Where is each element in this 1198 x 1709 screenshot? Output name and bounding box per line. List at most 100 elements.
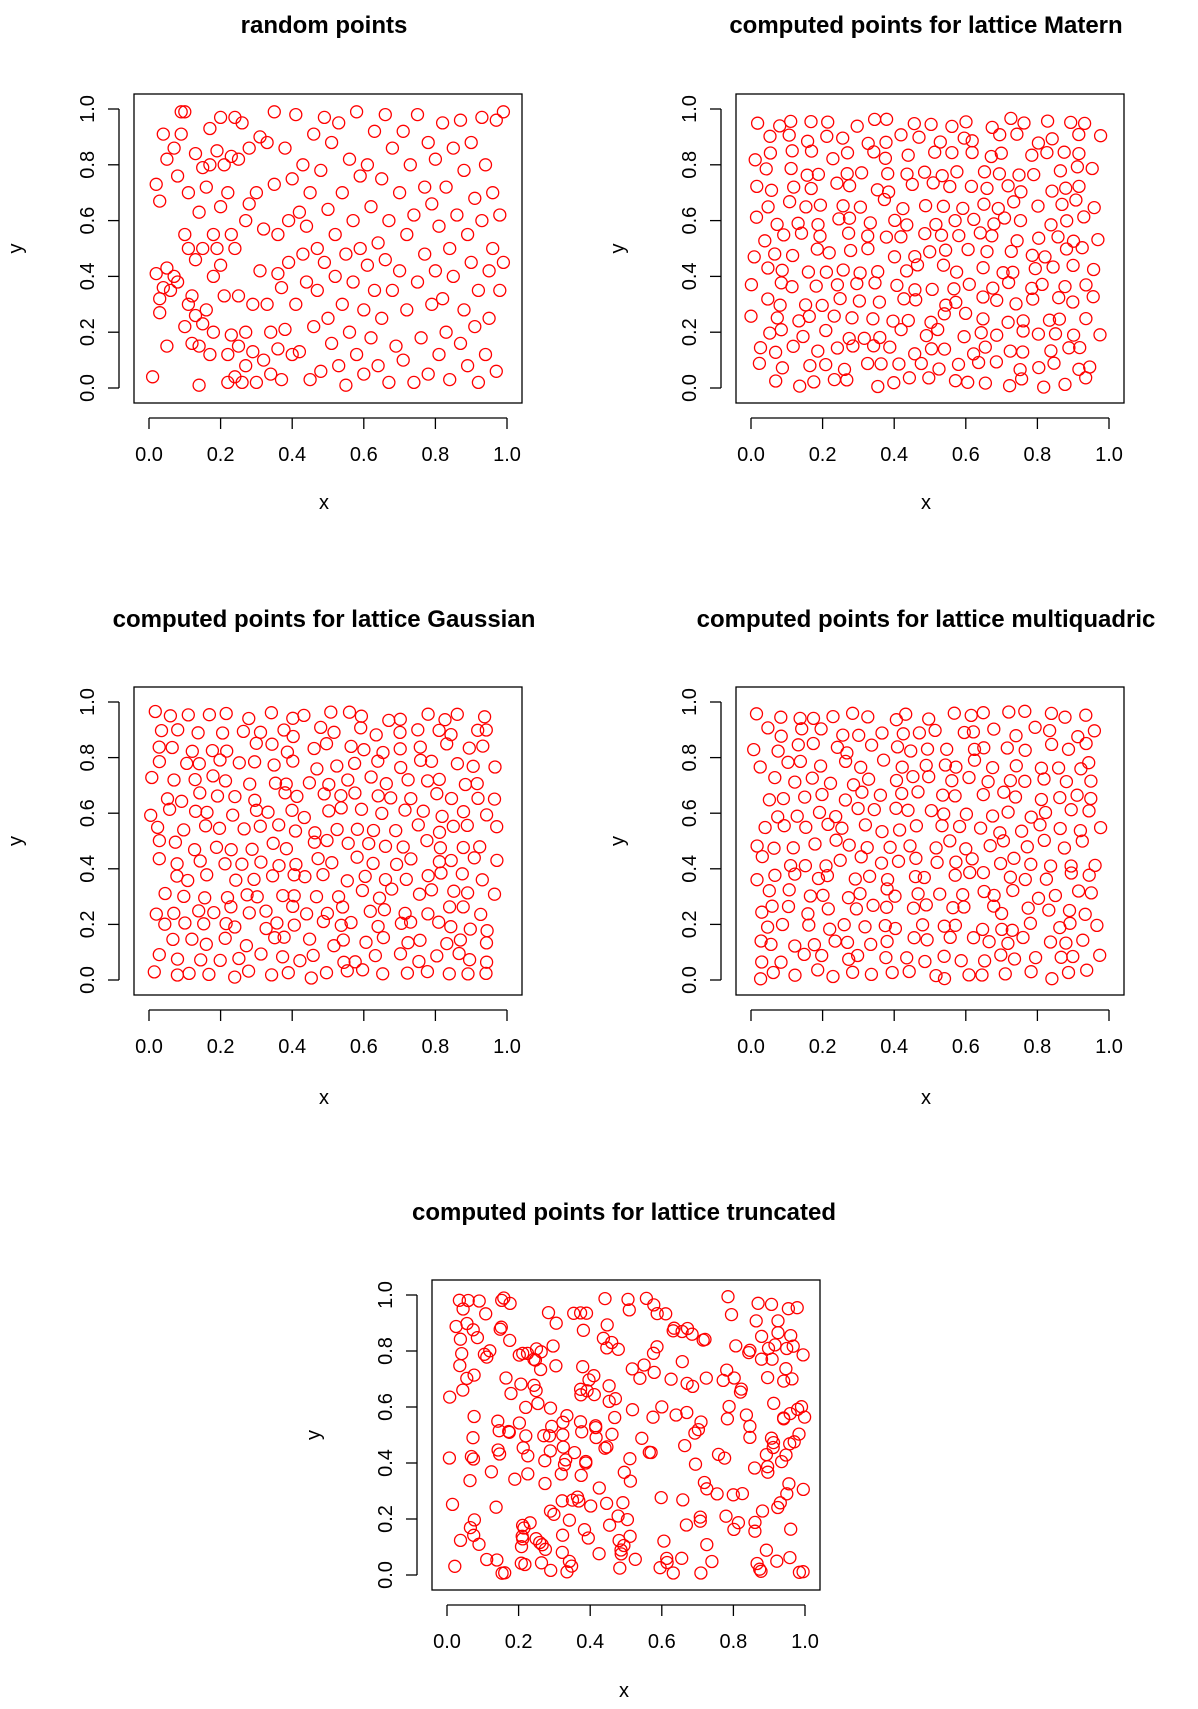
data-point <box>496 255 511 270</box>
data-point <box>823 776 838 790</box>
data-point <box>467 1409 481 1424</box>
data-point <box>180 756 194 771</box>
data-point <box>572 1494 586 1508</box>
y-tick-label: 0.8 <box>77 151 99 179</box>
y-tick-label: 0.8 <box>679 744 701 772</box>
data-point <box>762 884 776 898</box>
data-point <box>160 152 174 166</box>
data-point <box>1024 965 1038 979</box>
data-point <box>267 758 281 772</box>
data-point <box>220 744 234 758</box>
data-point <box>556 1428 570 1442</box>
data-point <box>846 778 861 792</box>
data-point <box>1006 883 1020 898</box>
data-point <box>158 917 172 931</box>
data-point <box>226 808 240 822</box>
x-tick-label: 0.0 <box>433 1631 461 1653</box>
data-point <box>152 852 166 866</box>
data-point <box>555 1528 570 1542</box>
data-point <box>1079 311 1093 326</box>
data-point <box>185 289 199 303</box>
data-point <box>247 872 261 887</box>
data-point <box>829 809 843 824</box>
data-point <box>479 1307 493 1321</box>
data-point <box>398 803 412 817</box>
data-point <box>1086 290 1100 304</box>
data-point <box>973 226 987 240</box>
data-point <box>239 213 253 228</box>
data-point <box>614 1547 628 1561</box>
data-point <box>1053 164 1068 178</box>
data-point <box>547 1507 561 1521</box>
data-point <box>293 954 307 968</box>
data-point <box>892 357 906 371</box>
data-point <box>181 708 195 722</box>
data-point <box>218 931 232 945</box>
data-point <box>298 870 312 884</box>
data-point <box>203 347 217 362</box>
data-point <box>774 323 788 337</box>
data-point <box>480 1350 494 1364</box>
data-point <box>196 241 210 256</box>
data-point <box>779 1362 793 1376</box>
data-point <box>596 1331 611 1345</box>
data-point <box>178 105 192 119</box>
data-point <box>228 920 242 934</box>
data-point <box>1001 936 1015 951</box>
data-point <box>328 227 342 242</box>
data-point <box>721 1290 735 1304</box>
data-point <box>1043 935 1058 949</box>
data-point <box>440 737 454 751</box>
data-point <box>421 869 435 883</box>
data-point <box>254 855 268 869</box>
data-point <box>976 312 990 326</box>
data-point <box>450 757 465 771</box>
data-point <box>542 1429 557 1443</box>
data-point <box>785 144 799 158</box>
data-point <box>688 1457 703 1471</box>
x-tick-label: 0.8 <box>1023 444 1051 466</box>
data-point <box>659 1307 673 1321</box>
data-point <box>919 328 934 343</box>
x-tick-label: 0.4 <box>880 1036 908 1058</box>
data-point <box>412 887 427 901</box>
data-point <box>623 1452 637 1466</box>
data-point <box>1079 708 1093 722</box>
data-point <box>786 1339 800 1353</box>
data-point <box>945 119 959 134</box>
data-point <box>768 1338 782 1352</box>
data-point <box>425 197 439 211</box>
data-point <box>432 347 446 362</box>
data-point <box>1062 341 1076 355</box>
data-point <box>1040 145 1054 160</box>
data-point <box>959 807 974 821</box>
data-point <box>147 965 161 979</box>
data-point <box>554 1467 568 1481</box>
data-point <box>905 177 919 192</box>
data-point <box>810 242 824 256</box>
data-point <box>364 770 378 784</box>
data-point <box>221 186 235 200</box>
data-point <box>321 202 335 217</box>
data-point <box>167 141 181 155</box>
data-point <box>1051 230 1065 244</box>
data-point <box>830 341 845 355</box>
x-tick-label: 0.2 <box>505 1631 533 1653</box>
data-point <box>724 1307 739 1322</box>
data-point <box>367 283 382 298</box>
data-point <box>933 887 947 901</box>
data-point <box>456 1383 470 1397</box>
x-tick-label: 0.6 <box>952 1036 980 1058</box>
y-tick-label: 0.0 <box>77 966 99 994</box>
data-point <box>880 882 894 896</box>
data-point <box>1066 949 1080 964</box>
data-point <box>811 167 826 182</box>
data-point <box>646 1346 661 1360</box>
data-point <box>492 1447 507 1461</box>
data-point <box>846 339 860 353</box>
data-point <box>911 887 925 901</box>
data-point <box>413 933 427 947</box>
data-point <box>418 247 432 261</box>
data-point <box>600 1318 614 1332</box>
data-point <box>751 1296 765 1310</box>
